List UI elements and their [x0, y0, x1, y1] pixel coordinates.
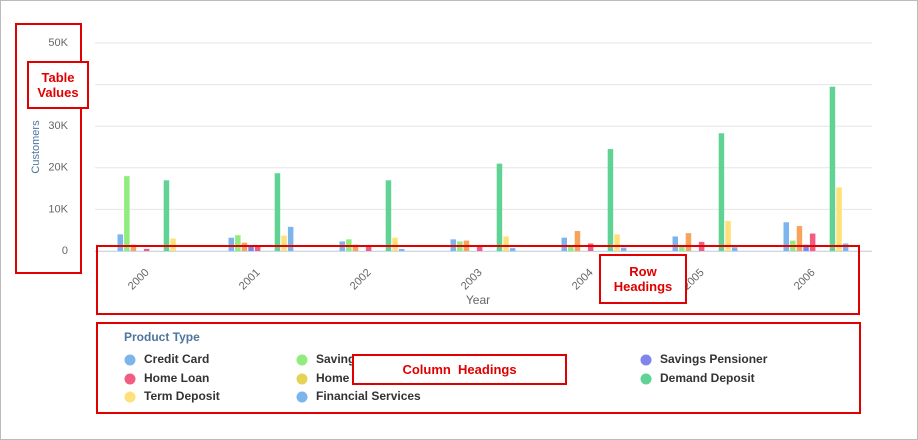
- annotation-label: Table Values: [27, 61, 89, 109]
- bar: [829, 86, 836, 252]
- bar: [143, 248, 150, 251]
- bar: [254, 246, 261, 251]
- bar: [496, 163, 503, 251]
- bar: [170, 238, 176, 251]
- legend-label: Saving: [316, 352, 355, 366]
- bar: [248, 246, 254, 251]
- bar: [392, 237, 398, 251]
- bar: [842, 243, 849, 251]
- legend-marker: [640, 373, 652, 385]
- y-axis-title: Customers: [30, 120, 42, 174]
- bar: [352, 244, 359, 251]
- bar: [672, 236, 678, 251]
- bar: [503, 236, 509, 251]
- bar: [809, 233, 816, 251]
- bar: [718, 133, 725, 251]
- y-tick-label: 10K: [48, 203, 68, 215]
- legend-label: Home: [316, 371, 350, 385]
- bar: [620, 247, 627, 251]
- bar: [274, 173, 281, 251]
- bar: [287, 226, 294, 251]
- y-tick-label: 30K: [48, 120, 68, 132]
- legend-marker: [124, 354, 136, 366]
- legend-marker: [124, 391, 136, 403]
- legend-label: Demand Deposit: [660, 371, 755, 385]
- bar: [679, 246, 685, 251]
- legend-marker: [124, 373, 136, 385]
- bar: [365, 246, 372, 251]
- legend-label: Term Deposit: [144, 389, 220, 403]
- bar: [228, 237, 234, 251]
- bar: [803, 244, 809, 251]
- bar: [607, 149, 614, 251]
- bar: [117, 234, 123, 251]
- bar: [587, 243, 594, 251]
- legend-label: Home Loan: [144, 371, 209, 385]
- bar: [476, 246, 483, 251]
- y-tick-label: 20K: [48, 162, 68, 174]
- bar: [783, 222, 789, 251]
- legend-marker: [640, 354, 652, 366]
- bar: [124, 176, 130, 251]
- legend-label: Savings Pensioner: [660, 352, 768, 366]
- bar: [685, 233, 692, 251]
- y-tick-label: 50K: [48, 37, 68, 49]
- bar: [385, 180, 392, 251]
- bar: [561, 237, 567, 251]
- bar: [281, 235, 287, 251]
- bar: [235, 235, 241, 251]
- legend-marker: [296, 391, 308, 403]
- bar: [130, 244, 137, 251]
- bar: [568, 246, 574, 251]
- bar: [614, 234, 620, 251]
- legend-label: Financial Services: [316, 389, 421, 403]
- bar: [163, 180, 170, 251]
- x-axis-title: Year: [466, 293, 490, 307]
- annotation-label: Row Headings: [599, 254, 687, 304]
- legend-title: Product Type: [124, 330, 200, 344]
- bar: [725, 221, 731, 251]
- annotation-box: [96, 322, 861, 414]
- y-tick-label: 0: [62, 245, 68, 257]
- legend-label: Credit Card: [144, 352, 209, 366]
- bar: [509, 248, 516, 251]
- legend-marker: [296, 354, 308, 366]
- bar: [796, 226, 803, 251]
- bar: [398, 248, 405, 251]
- legend-marker: [296, 373, 308, 385]
- bar: [574, 231, 581, 251]
- bar: [731, 247, 738, 251]
- annotation-box: [96, 245, 860, 315]
- annotation-box: [15, 23, 82, 274]
- bar: [836, 187, 842, 251]
- annotation-label: Column Headings: [352, 354, 567, 385]
